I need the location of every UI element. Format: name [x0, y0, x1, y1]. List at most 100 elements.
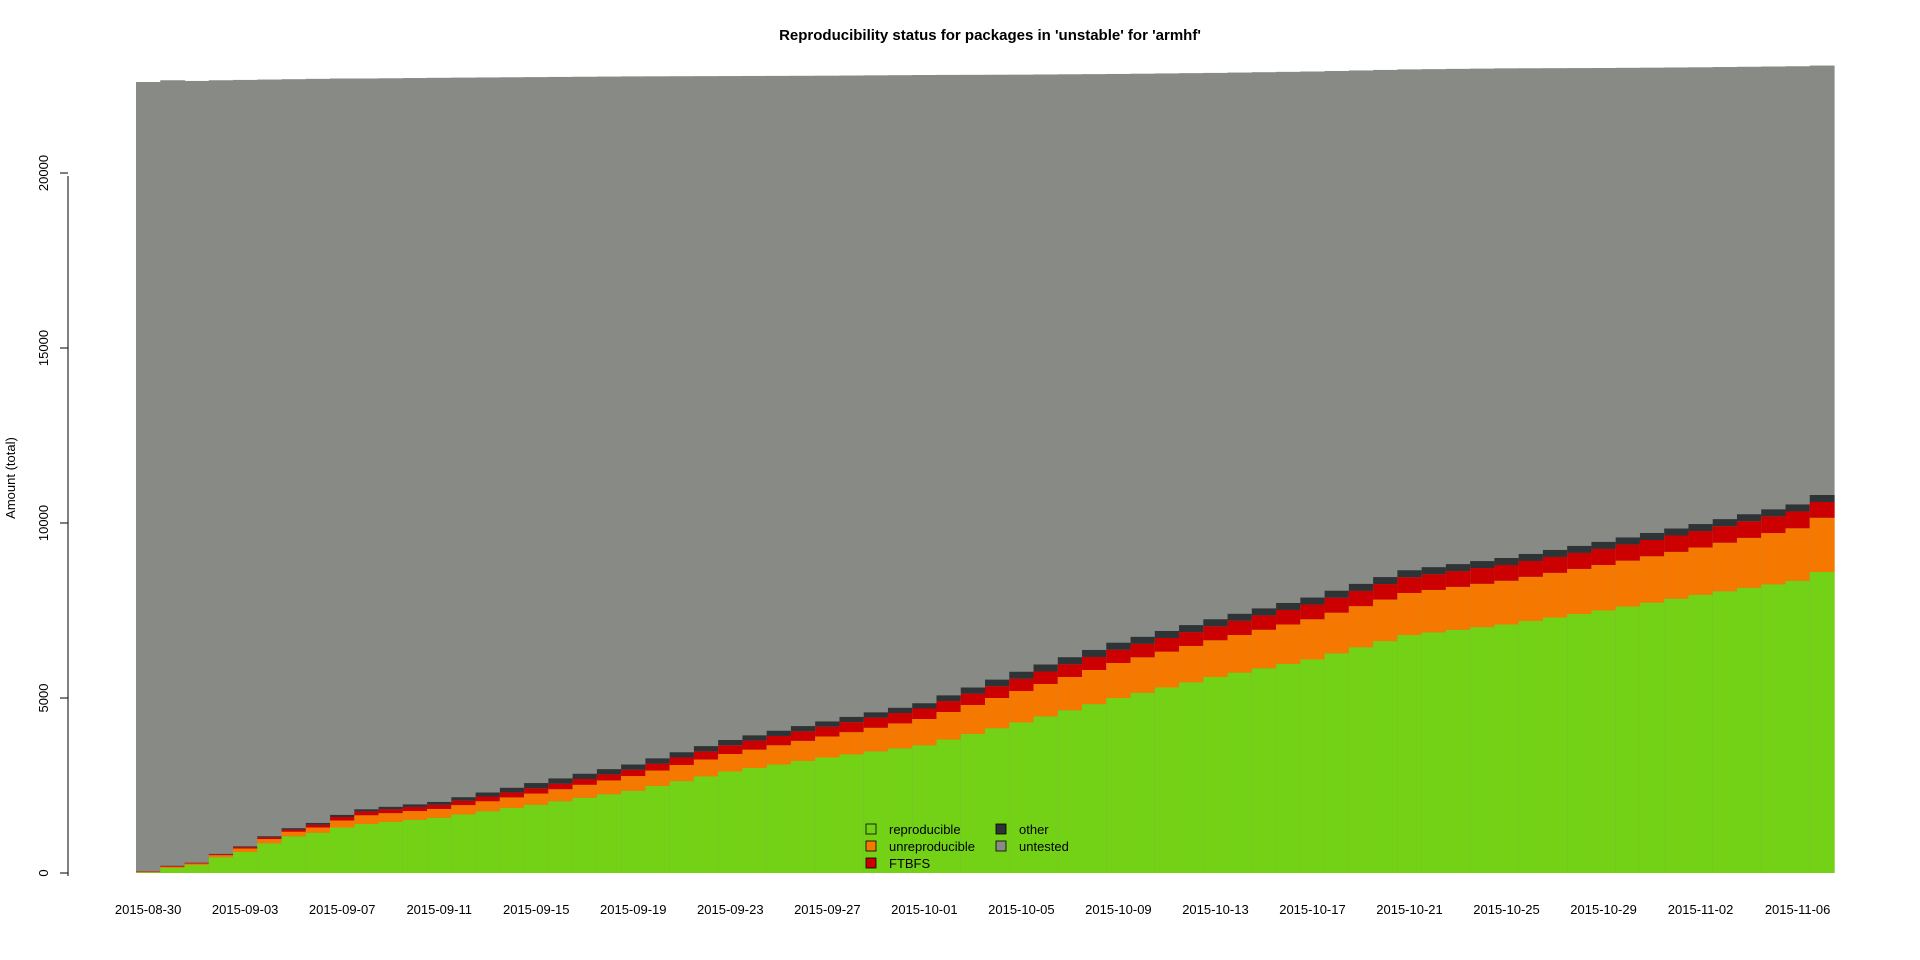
bar-reproducible [354, 824, 380, 873]
x-tick-label: 2015-08-30 [115, 902, 182, 917]
bar-other [524, 783, 549, 789]
bar-ftbfs [1445, 571, 1471, 587]
bar-other [766, 730, 792, 736]
bar-untested [596, 76, 622, 873]
bar-reproducible [1106, 698, 1132, 873]
x-tick-label: 2015-10-21 [1376, 902, 1443, 917]
bar-unreproducible [402, 811, 428, 820]
bar-reproducible [305, 832, 331, 873]
bar-ftbfs [257, 837, 283, 840]
bar-reproducible [1251, 668, 1277, 873]
bar-ftbfs [1421, 574, 1447, 590]
bar-other [1785, 504, 1811, 512]
bar-reproducible [378, 821, 404, 873]
bar-ftbfs [960, 693, 986, 705]
bar-reproducible [475, 811, 501, 873]
bar-unreproducible [1276, 624, 1301, 664]
bar-other [1761, 509, 1787, 517]
bar-reproducible [1179, 682, 1204, 873]
bar-other [427, 801, 452, 805]
bar-reproducible [1009, 722, 1035, 873]
y-tick-label: 0 [36, 869, 51, 876]
bar-unreproducible [1421, 589, 1447, 633]
bar-other [281, 828, 307, 830]
bar-reproducible [1567, 614, 1593, 873]
bar-ftbfs [354, 811, 380, 816]
bar-ftbfs [742, 740, 768, 750]
bar-reproducible [1494, 624, 1520, 873]
bar-unreproducible [378, 813, 404, 822]
bar-ftbfs [427, 804, 452, 809]
bar-other [1688, 524, 1714, 532]
bar-untested [621, 76, 646, 873]
bar-untested [475, 77, 501, 873]
bar-ftbfs [184, 862, 210, 864]
bar-unreproducible [281, 831, 307, 837]
y-tick-label: 10000 [36, 505, 51, 541]
bar-reproducible [1809, 572, 1835, 873]
bar-other [451, 797, 477, 801]
bar-reproducible [1057, 710, 1083, 873]
bar-unreproducible [208, 855, 234, 858]
bar-unreproducible [742, 749, 768, 768]
bar-reproducible [1736, 587, 1762, 873]
bar-unreproducible [160, 866, 186, 868]
bar-unreproducible [1567, 568, 1593, 614]
x-tick-label: 2015-09-19 [600, 902, 667, 917]
bar-other [863, 712, 889, 718]
bar-reproducible [669, 781, 695, 873]
bar-other [1276, 602, 1301, 610]
bar-unreproducible [645, 770, 671, 786]
bar-untested [402, 78, 428, 874]
bar-unreproducible [718, 754, 744, 772]
bar-unreproducible [1179, 645, 1204, 683]
bar-unreproducible [1494, 580, 1520, 625]
bar-unreproducible [524, 793, 549, 805]
bar-reproducible [233, 852, 258, 873]
bar-other [1567, 545, 1593, 553]
bar-reproducible [693, 776, 719, 873]
bar-ftbfs [1227, 620, 1253, 635]
bar-reproducible [766, 764, 792, 873]
bar-reproducible [839, 754, 865, 873]
y-tick-label: 15000 [36, 330, 51, 366]
bar-reproducible [1227, 672, 1253, 873]
legend: reproducible unreproducible FTBFS other unte… [865, 822, 1069, 871]
bar-other [1445, 564, 1471, 572]
bar-reproducible [1615, 606, 1641, 873]
bar-reproducible [1785, 580, 1811, 873]
legend-swatch-untested [995, 840, 1007, 852]
bar-reproducible [1300, 659, 1326, 873]
bar-unreproducible [1082, 670, 1107, 705]
bar-reproducible [572, 797, 598, 873]
bar-other [548, 778, 574, 784]
bar-untested [305, 78, 331, 874]
bar-unreproducible [1154, 651, 1180, 688]
x-tick-label: 2015-11-02 [1668, 902, 1734, 917]
bar-ftbfs [1251, 615, 1277, 630]
bar-unreproducible [1300, 619, 1326, 660]
bar-unreproducible [1227, 635, 1253, 673]
legend-label-other: other [1019, 822, 1049, 837]
bar-untested [184, 80, 210, 873]
bar-untested [330, 78, 355, 873]
bar-other [596, 769, 622, 775]
bar-untested [378, 78, 404, 874]
bar-ftbfs [1009, 678, 1035, 691]
bar-unreproducible [1009, 691, 1035, 723]
bar-reproducible [208, 857, 234, 873]
bar-reproducible [1445, 629, 1471, 873]
bar-unreproducible [475, 801, 501, 812]
bar-other [1712, 519, 1738, 527]
bar-untested [208, 80, 234, 873]
x-tick-label: 2015-10-13 [1182, 902, 1249, 917]
bar-reproducible [136, 872, 161, 873]
bar-ftbfs [1033, 671, 1059, 684]
bar-reproducible [621, 790, 646, 873]
bar-unreproducible [1348, 606, 1374, 648]
bar-unreproducible [887, 723, 913, 749]
x-tick-label: 2015-09-27 [794, 902, 861, 917]
bar-other [839, 716, 865, 723]
bar-unreproducible [1615, 560, 1641, 607]
bar-unreproducible [330, 820, 355, 828]
